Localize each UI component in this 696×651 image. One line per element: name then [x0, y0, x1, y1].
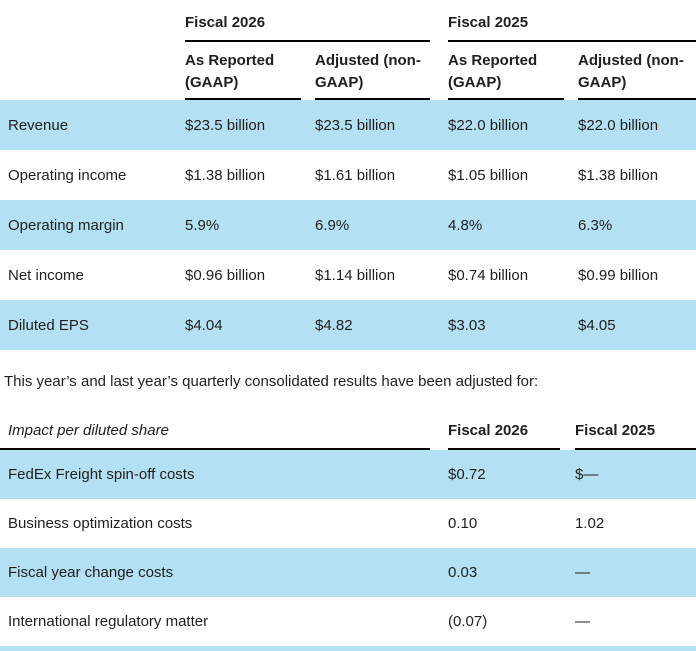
table-row: Operating margin 5.9% 6.9% 4.8% 6.3% [0, 200, 696, 250]
row-value: (0.07) [448, 613, 488, 630]
row-value: $22.0 billion [578, 116, 659, 134]
header-spacer [0, 8, 185, 42]
impact-col-fiscal-2025: Fiscal 2025 [575, 420, 696, 450]
column-header-row: As Reported (GAAP) Adjusted (non-GAAP) A… [0, 42, 696, 100]
impact-rows: FedEx Freight spin-off costs $0.72 $— Busin… [0, 450, 696, 646]
row-value: $0.74 billion [448, 266, 529, 284]
table-row: Net income $0.96 billion $1.14 billion $0.7… [0, 250, 696, 300]
row-value: $1.61 billion [315, 166, 396, 184]
row-value: $1.14 billion [315, 266, 396, 284]
row-label: Fiscal year change costs [8, 564, 174, 581]
row-label: FedEx Freight spin-off costs [8, 466, 195, 483]
fiscal-2025-header: Fiscal 2025 [448, 8, 696, 42]
row-value: $1.38 billion [185, 166, 266, 184]
consolidated-results-table: Fiscal 2026 Fiscal 2025 As Reported (GAA… [0, 8, 696, 350]
row-value: $4.04 [185, 316, 223, 334]
row-value: 0.10 [448, 515, 478, 532]
row-value: — [575, 613, 590, 630]
col-header-adjusted-2026: Adjusted (non-GAAP) [315, 42, 430, 100]
row-value: — [575, 564, 590, 581]
fiscal-year-header-row: Fiscal 2026 Fiscal 2025 [0, 8, 696, 42]
row-value: $3.03 [448, 316, 486, 334]
impact-table: Impact per diluted share Fiscal 2026 Fis… [0, 420, 696, 646]
impact-header-row: Impact per diluted share Fiscal 2026 Fis… [0, 420, 696, 450]
row-value: 1.02 [575, 515, 605, 532]
row-value: $0.72 [448, 466, 486, 483]
row-value: $4.82 [315, 316, 353, 334]
table-row: Business optimization costs 0.10 1.02 [0, 499, 696, 548]
row-value: 6.9% [315, 216, 350, 234]
table-row: International regulatory matter (0.07) — [0, 597, 696, 646]
row-value: $23.5 billion [315, 116, 396, 134]
row-value: 5.9% [185, 216, 220, 234]
partial-next-row [0, 646, 696, 651]
row-value: 4.8% [448, 216, 483, 234]
row-value: $4.05 [578, 316, 616, 334]
impact-col-fiscal-2026: Fiscal 2026 [448, 420, 560, 450]
fiscal-2026-header: Fiscal 2026 [185, 8, 430, 42]
table-row: Operating income $1.38 billion $1.61 billi… [0, 150, 696, 200]
row-label: Revenue [8, 116, 69, 134]
row-value: $22.0 billion [448, 116, 529, 134]
row-label: Net income [8, 266, 84, 284]
row-value: 6.3% [578, 216, 613, 234]
impact-label-header: Impact per diluted share [0, 420, 430, 450]
col-header-adjusted-2025: Adjusted (non-GAAP) [578, 42, 696, 100]
adjustment-note: This year’s and last year’s quarterly co… [4, 373, 539, 390]
row-value: 0.03 [448, 564, 478, 581]
col-header-as-reported-2026: As Reported (GAAP) [185, 42, 301, 100]
row-value: $23.5 billion [185, 116, 266, 134]
consolidated-results-rows: Revenue $23.5 billion $23.5 billion $22.0 b… [0, 100, 696, 350]
row-label: Diluted EPS [8, 316, 89, 334]
col-header-as-reported-2025: As Reported (GAAP) [448, 42, 564, 100]
row-value: $0.99 billion [578, 266, 659, 284]
row-value: $— [575, 466, 599, 483]
row-label: International regulatory matter [8, 613, 209, 630]
row-value: $0.96 billion [185, 266, 266, 284]
table-row: Diluted EPS $4.04 $4.82 $3.03 $4.05 [0, 300, 696, 350]
table-row: Revenue $23.5 billion $23.5 billion $22.0 b… [0, 100, 696, 150]
table-row: Fiscal year change costs 0.03 — [0, 548, 696, 597]
row-value: $1.05 billion [448, 166, 529, 184]
row-value: $1.38 billion [578, 166, 659, 184]
table-row: FedEx Freight spin-off costs $0.72 $— [0, 450, 696, 499]
row-label: Operating income [8, 166, 127, 184]
row-label: Business optimization costs [8, 515, 193, 532]
row-label: Operating margin [8, 216, 124, 234]
header-spacer [0, 42, 185, 100]
